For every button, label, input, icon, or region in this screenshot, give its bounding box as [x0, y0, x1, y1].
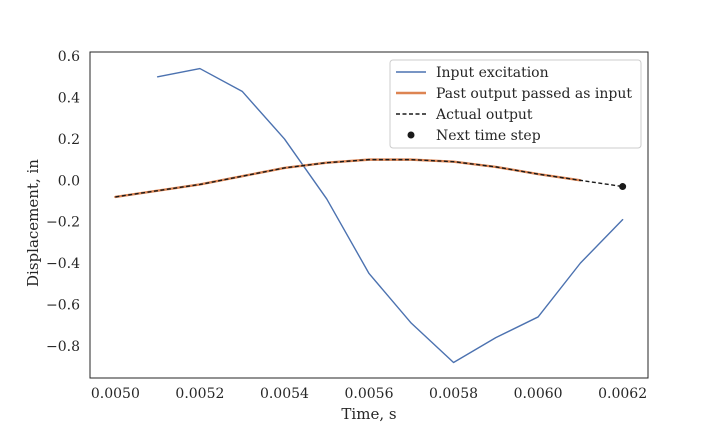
y-tick-label: −0.2: [46, 215, 80, 231]
y-axis-label: Displacement, in: [24, 159, 42, 287]
y-tick-label: 0.4: [58, 91, 80, 107]
y-tick-label: 0.0: [58, 173, 80, 189]
legend-entry-label: Input excitation: [436, 65, 549, 81]
x-axis: 0.0050 0.0052 0.0054 0.0056 0.0058 0.0060 0.00…: [91, 386, 647, 402]
series-line-actual-output: [115, 158, 623, 198]
series-line-input-excitation: [156, 67, 624, 364]
x-tick-label: 0.0060: [514, 386, 563, 402]
x-axis-label: Time, s: [341, 405, 396, 423]
x-tick-label: 0.0050: [91, 386, 140, 402]
legend-entry-label: Next time step: [436, 128, 541, 144]
x-tick-label: 0.0054: [260, 386, 309, 402]
x-tick-label: 0.0056: [345, 386, 394, 402]
data-point-next-time-step: [619, 183, 627, 191]
plot-frame: [89, 51, 649, 379]
x-tick-label: 0.0052: [175, 386, 224, 402]
x-tick-label: 0.0062: [598, 386, 647, 402]
y-tick-label: −0.8: [46, 339, 80, 355]
legend: Input excitation Past output passed as in…: [389, 59, 642, 149]
legend-entry-label: Actual output: [435, 107, 533, 123]
legend-frame: [389, 59, 642, 149]
series-line-past-output: [114, 158, 582, 199]
legend-entry-label: Past output passed as input: [436, 86, 632, 102]
y-tick-label: −0.4: [46, 256, 80, 272]
y-axis: −0.8 −0.6 −0.4 −0.2 0.0 0.2 0.4 0.6: [46, 49, 80, 355]
legend-swatch: [407, 131, 415, 139]
y-tick-label: −0.6: [46, 298, 80, 314]
series-layer: [114, 67, 627, 364]
y-tick-label: 0.2: [58, 132, 80, 148]
y-tick-label: 0.6: [58, 49, 80, 65]
x-tick-label: 0.0058: [429, 386, 478, 402]
